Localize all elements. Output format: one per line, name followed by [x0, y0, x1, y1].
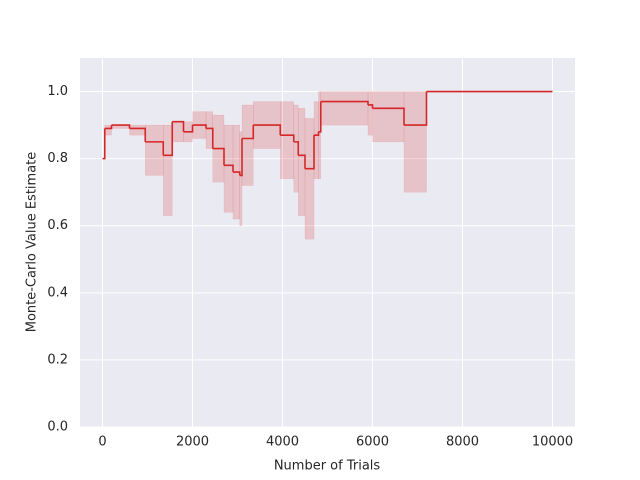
line-step: [111, 124, 131, 129]
confidence-band: [320, 91, 369, 126]
line-step: [253, 124, 282, 136]
confidence-band: [223, 124, 234, 213]
line-step: [172, 120, 185, 132]
x-tick-label: 2000: [176, 435, 209, 450]
confidence-band: [129, 124, 146, 136]
line-step: [239, 138, 243, 177]
line-step: [368, 104, 374, 109]
confidence-band: [403, 91, 427, 193]
line-step: [293, 141, 300, 156]
confidence-band: [172, 121, 184, 143]
line-step: [145, 141, 165, 156]
line-step: [233, 171, 241, 176]
confidence-band: [241, 104, 254, 186]
confidence-band: [280, 101, 294, 180]
line-step: [183, 125, 194, 133]
line-step: [305, 135, 315, 170]
line-step: [212, 147, 225, 166]
line-step: [404, 91, 428, 126]
x-tick-label: 10000: [532, 435, 573, 450]
line-step: [102, 128, 106, 160]
grid: [80, 58, 575, 428]
confidence-band: [372, 91, 405, 143]
confidence-band: [205, 111, 213, 149]
y-tick-label: 0.6: [47, 218, 68, 233]
confidence-band: [145, 124, 164, 176]
line-step: [372, 107, 405, 126]
y-tick-label: 0.0: [47, 420, 68, 435]
line-step: [129, 127, 147, 142]
line-step: [206, 127, 214, 149]
line-step: [314, 131, 320, 136]
y-tick-label: 0.4: [47, 285, 68, 300]
x-tick-label: 4000: [266, 435, 299, 450]
line-step: [104, 125, 113, 130]
line-step: [298, 154, 306, 169]
confidence-band: [239, 131, 243, 226]
confidence-band: [298, 108, 306, 216]
line-step: [280, 134, 295, 142]
plot-area: [80, 58, 575, 427]
confidence-band: [104, 124, 112, 136]
confidence-band: [367, 91, 373, 136]
line-step: [242, 125, 255, 140]
y-tick-label: 0.8: [47, 151, 68, 166]
line-step: [320, 100, 369, 105]
y-axis-label: Monte-Carlo Value Estimate: [25, 152, 40, 333]
line-step: [163, 121, 174, 157]
y-tick-label: 1.0: [47, 84, 68, 99]
x-axis-label: Number of Trials: [274, 459, 381, 474]
x-tick-label: 6000: [356, 435, 389, 450]
x-tick-label: 0: [98, 435, 106, 450]
y-tick-label: 0.2: [47, 352, 68, 367]
confidence-band: [304, 118, 315, 240]
line-step: [192, 124, 207, 129]
confidence-band: [163, 124, 173, 216]
line-step: [224, 164, 234, 173]
line-step: [318, 101, 322, 133]
x-tick-label: 8000: [446, 435, 479, 450]
